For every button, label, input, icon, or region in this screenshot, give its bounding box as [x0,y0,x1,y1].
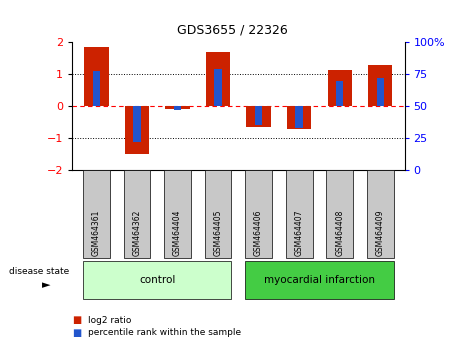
Text: GDS3655 / 22326: GDS3655 / 22326 [177,23,288,36]
Bar [377,78,384,106]
Bar [295,106,303,128]
Text: GSM464362: GSM464362 [133,209,141,256]
Bar [205,170,232,258]
Text: GSM464409: GSM464409 [376,209,385,256]
Bar [214,69,222,106]
Bar [164,170,191,258]
Bar [245,170,272,258]
Text: myocardial infarction: myocardial infarction [264,275,375,285]
Bar [367,170,393,258]
Text: ■: ■ [72,328,81,338]
Bar [368,65,392,106]
Bar [83,170,110,258]
Bar [326,170,353,258]
Text: GSM464408: GSM464408 [335,209,344,256]
Bar [286,170,312,258]
Bar [255,106,262,125]
Bar [287,106,311,129]
Bar [83,261,232,299]
Text: GSM464407: GSM464407 [295,209,304,256]
Text: percentile rank within the sample: percentile rank within the sample [88,328,241,337]
Text: disease state: disease state [9,267,70,276]
Text: control: control [139,275,175,285]
Bar [133,106,140,142]
Bar [93,70,100,106]
Bar [125,106,149,154]
Text: GSM464406: GSM464406 [254,209,263,256]
Bar [166,106,190,109]
Text: GSM464361: GSM464361 [92,209,101,256]
Bar [174,106,181,110]
Text: GSM464404: GSM464404 [173,209,182,256]
Text: ►: ► [42,280,50,290]
Bar [206,52,230,106]
Text: GSM464405: GSM464405 [213,209,223,256]
Bar [245,261,393,299]
Bar [84,47,108,106]
Bar [327,69,352,106]
Bar [336,81,343,106]
Text: ■: ■ [72,315,81,325]
Bar [246,106,271,127]
Bar [124,170,150,258]
Text: log2 ratio: log2 ratio [88,316,132,325]
